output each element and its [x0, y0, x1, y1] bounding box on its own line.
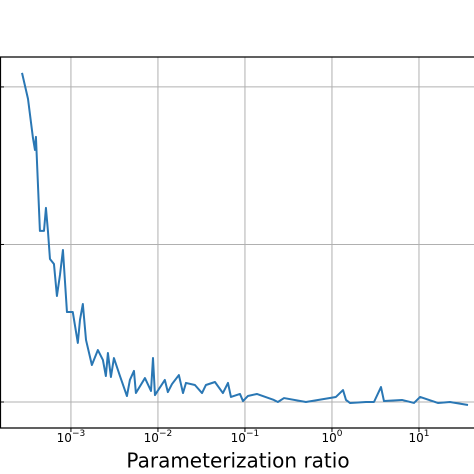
- x-tick-label: 10−3: [57, 429, 86, 445]
- x-axis-label: Parameterization ratio: [126, 449, 349, 473]
- x-tick-label: 101: [408, 429, 429, 445]
- x-tick-label: 10−2: [144, 429, 173, 445]
- x-tick-label: 10−1: [231, 429, 260, 445]
- x-tick-label: 100: [321, 429, 342, 445]
- data-line: [21, 72, 469, 406]
